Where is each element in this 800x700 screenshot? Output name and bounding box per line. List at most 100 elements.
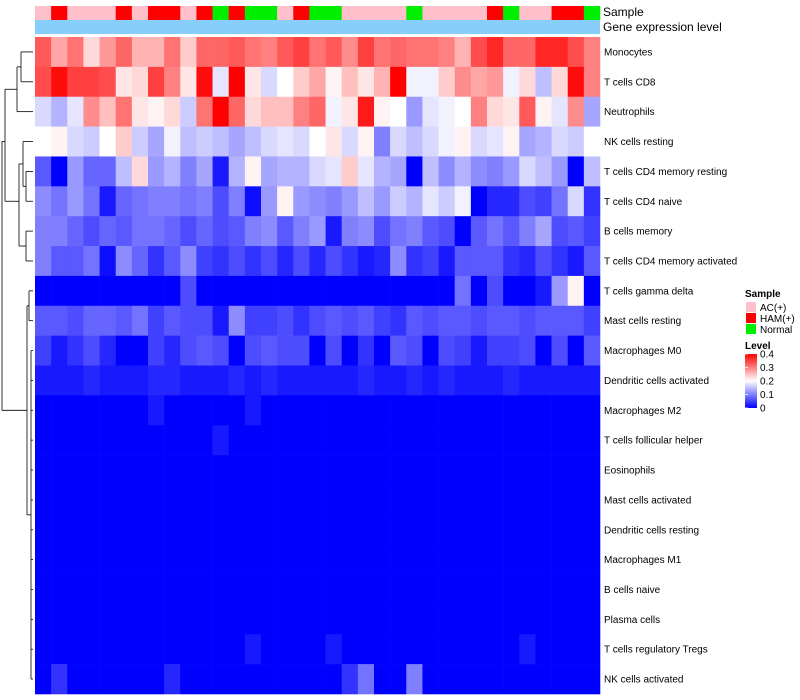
heatmap-cell <box>551 425 569 456</box>
heatmap-cell <box>115 514 133 545</box>
heatmap-cell <box>212 246 230 277</box>
heatmap-cell <box>422 216 439 247</box>
heatmap-cell <box>422 96 439 127</box>
heatmap-cell <box>503 365 520 396</box>
heatmap-cell <box>325 96 343 127</box>
heatmap-cell <box>83 335 100 366</box>
sample-annotation-cell <box>83 6 100 20</box>
heatmap-cell <box>293 634 310 665</box>
heatmap-cell <box>390 544 407 575</box>
heatmap-cell <box>131 634 149 665</box>
heatmap-cell <box>341 275 359 307</box>
heatmap-cell <box>51 514 68 545</box>
heatmap-cell <box>535 156 552 187</box>
heatmap-cell <box>83 96 100 127</box>
heatmap-cell <box>470 425 488 456</box>
heatmap-cell <box>115 455 133 486</box>
heatmap-cell <box>519 514 536 545</box>
heatmap-cell <box>487 425 504 456</box>
heatmap-cell <box>535 484 552 516</box>
heatmap-cell <box>51 425 68 456</box>
heatmap-cell <box>228 216 246 247</box>
heatmap-cell <box>390 246 407 277</box>
sample-annotation-cell <box>470 6 488 20</box>
heatmap-cell <box>438 484 456 516</box>
heatmap-cell <box>470 335 488 366</box>
heatmap-cell <box>422 246 439 277</box>
legend-sample-groups: AC(+)HAM(+)Normal <box>746 302 795 336</box>
sample-annotation-cell <box>212 6 230 20</box>
heatmap-cell <box>567 395 585 426</box>
heatmap-cell <box>131 96 149 127</box>
heatmap-cell <box>487 96 504 127</box>
heatmap-cell <box>487 455 504 486</box>
heatmap-cell <box>115 156 133 187</box>
heatmap-cell <box>551 604 569 635</box>
heatmap-cell <box>374 514 391 545</box>
heatmap-cell <box>438 664 456 695</box>
heatmap-cell <box>164 484 181 516</box>
heatmap-cell <box>341 126 359 157</box>
heatmap-cell <box>99 37 117 68</box>
heatmap-cell <box>374 37 391 68</box>
heatmap-cell <box>67 664 84 695</box>
heatmap-cell <box>148 96 165 127</box>
heatmap-cell <box>519 664 536 695</box>
heatmap-cell <box>35 126 52 157</box>
heatmap-cell <box>390 275 407 307</box>
heatmap-cell <box>164 246 181 277</box>
heatmap-cell <box>551 216 569 247</box>
sample-annotation-cell <box>503 6 520 20</box>
heatmap-cell <box>374 335 391 366</box>
heatmap-cell <box>244 365 262 396</box>
heatmap-cell <box>228 604 246 635</box>
heatmap-cell <box>487 37 504 68</box>
heatmap-cell <box>293 126 310 157</box>
heatmap-cell <box>148 335 165 366</box>
heatmap-cell <box>325 156 343 187</box>
heatmap-cell <box>115 305 133 336</box>
heatmap-cell <box>244 246 262 277</box>
heatmap-cell <box>83 484 100 516</box>
heatmap-cell <box>503 335 520 366</box>
heatmap-cell <box>325 544 343 575</box>
heatmap-cell <box>293 484 310 516</box>
heatmap-cell <box>261 156 278 187</box>
heatmap-cell <box>99 455 117 486</box>
sample-annotation-cell <box>374 6 391 20</box>
heatmap-cell <box>261 395 278 426</box>
heatmap-cell <box>83 634 100 665</box>
heatmap-cell <box>390 395 407 426</box>
heatmap-cell <box>244 305 262 336</box>
heatmap-cell <box>470 275 488 307</box>
heatmap-cell <box>374 275 391 307</box>
heatmap-cell <box>180 634 197 665</box>
heatmap-cell <box>357 275 375 307</box>
row-label: Plasma cells <box>604 615 660 626</box>
heatmap-cell <box>583 216 601 247</box>
heatmap-cell <box>293 365 310 396</box>
heatmap-cell <box>454 634 472 665</box>
heatmap-cell <box>535 425 552 456</box>
heatmap-cell <box>164 186 181 217</box>
heatmap-cell <box>131 395 149 426</box>
heatmap-cell <box>99 634 117 665</box>
heatmap-cell <box>180 365 197 396</box>
heatmap-cell <box>390 634 407 665</box>
sample-annotation-cell <box>35 6 52 20</box>
heatmap-cell <box>115 365 133 396</box>
heatmap-cell <box>180 544 197 575</box>
heatmap-cell <box>325 634 343 665</box>
heatmap-cell <box>261 425 278 456</box>
heatmap-cell <box>503 275 520 307</box>
heatmap-cell <box>341 96 359 127</box>
heatmap-cell <box>212 275 230 307</box>
heatmap-cell <box>341 514 359 545</box>
heatmap-cell <box>551 484 569 516</box>
heatmap-cell <box>325 574 343 605</box>
heatmap-cell <box>309 664 326 695</box>
heatmap-cell <box>438 156 456 187</box>
heatmap-cell <box>164 216 181 247</box>
heatmap-cell <box>51 66 68 98</box>
heatmap-cell <box>115 126 133 157</box>
